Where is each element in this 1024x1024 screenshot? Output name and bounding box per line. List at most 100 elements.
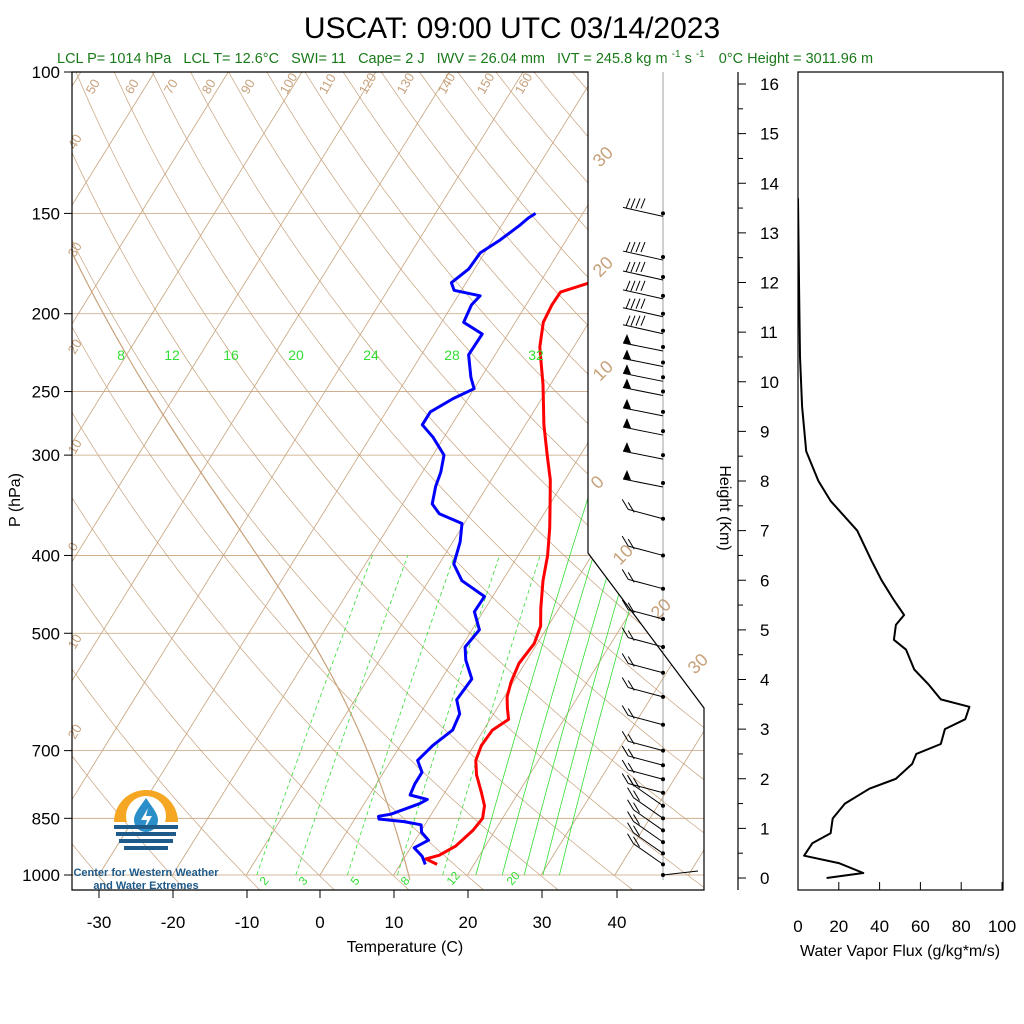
height-tick-label: 5 [760,621,769,640]
isotherm-line [98,72,598,876]
lcl-pressure: LCL P= 1014 hPa [57,51,172,67]
isotherm-line [72,72,450,876]
iwv-value: IWV = 26.04 mm [437,51,545,67]
height-tick-label: 3 [760,720,769,739]
wind-barb-staff [622,289,664,300]
barb-point [661,453,665,458]
wind-barb-feather [621,759,629,771]
wind-barb-flag [623,364,631,375]
cape-value: Cape= 2 J [358,51,425,67]
mixing-ratio-line [256,555,373,876]
height-tick-label: 11 [760,323,778,342]
isotherm-label: 100 [277,70,301,96]
mixing-ratio-line [442,555,541,876]
flux-profile [798,198,971,879]
wind-barb-feather [625,261,631,273]
wind-barb-staff [622,426,664,436]
wind-barb-feather [627,787,634,798]
barb-point [661,344,665,349]
y-tick-label: 200 [32,305,60,324]
wind-barb-staff [633,797,664,819]
wind-barb-feather [621,653,629,664]
barb-point [661,375,665,380]
wind-barb-feather [627,774,634,786]
mixing-ratio-label: 32 [528,347,544,363]
barb-point [661,293,665,298]
dry-adiabat-line [75,72,704,890]
mixing-ratio-line [295,555,409,876]
height-tick-label: 9 [760,422,769,441]
wind-barb-staff [633,821,664,843]
x-tick-label: -10 [235,913,260,932]
wind-barb-staff [622,407,664,417]
barb-point [661,311,665,316]
height-tick-label: 16 [760,75,779,94]
height-tick-label: 0 [760,869,769,888]
flux-x-tick-label: 100 [988,917,1016,936]
isotherm-line [540,72,704,876]
wind-barb-feather [621,627,629,638]
isotherm-label: 120 [356,70,380,96]
chart-title: USCAT: 09:00 UTC 03/14/2023 [304,12,720,45]
barb-point [661,211,665,216]
wind-barb-feather [635,241,641,253]
height-axis-label: Height (Km) [716,465,733,550]
isotherm-line [467,72,704,876]
wind-barb-feather [621,677,629,688]
dry-adiabat-line [266,72,704,890]
dry-adiabat-line [304,72,704,890]
isotherm-line [614,72,704,876]
barb-point [661,274,665,279]
mixing-ratio-label: 28 [444,347,460,363]
wind-barb-feather [621,569,629,580]
mixing-ratio-label: 8 [117,347,125,363]
isotherm-label: 20 [65,336,85,356]
wind-barb-staff [622,270,664,281]
wind-barb-feather [621,499,629,510]
wind-barb-feather [627,822,634,834]
wind-barb-flag [623,349,631,360]
wind-barb-feather [621,535,629,547]
wind-barb-feather [630,280,636,292]
dry-adiabat-line [342,72,704,890]
height-tick-label: 2 [760,770,769,789]
wind-barb-feather [621,773,629,784]
mixing-ratio-line [397,555,500,876]
wind-barb-feather [627,734,635,745]
dry-adiabat-line [72,72,263,890]
height-tick-label: 1 [760,819,769,838]
mixing-ratio-label: 20 [288,347,304,363]
wind-barb-feather [633,825,640,837]
wind-barb-feather [621,705,629,716]
height-tick-label: 8 [760,472,769,491]
y-tick-label: 400 [32,546,60,565]
wind-barb-flag [623,418,631,429]
flux-x-tick-label: 0 [793,917,802,936]
wind-barb-flag [623,442,631,453]
mixing-ratio-label: 8 [398,874,413,888]
mixing-ratio-label: 2 [257,874,272,888]
height-tick-label: 13 [760,224,779,243]
mixing-ratio-label: 5 [348,874,363,888]
dry-adiabat-line [228,72,704,890]
isotherm-label: 0 [65,540,82,554]
dry-adiabat-line [533,72,704,890]
mixing-ratio-label: 20 [504,868,524,887]
y-tick-label: 100 [32,63,60,82]
dewpoint-profile-line [377,212,537,865]
wind-barb-feather [633,814,640,825]
wind-barb-staff [662,870,699,876]
isotherm-line [72,72,303,876]
ivt-unit-s: s [685,51,692,67]
ivt-exponent-2: -1 [696,49,705,60]
dry-adiabat-line [72,72,704,890]
barb-point [661,360,665,365]
wind-barb-feather [625,315,631,326]
skew-t-axes: -30 -20 -10 0 10 20 30 401001502002503004005007… [22,63,626,932]
wind-barb-feather [627,602,635,613]
dry-adiabat-label: 20 [589,253,617,281]
mixing-ratio-label: 12 [444,868,464,887]
wind-barb-feather [625,280,631,292]
wind-barb-feather [640,241,646,253]
